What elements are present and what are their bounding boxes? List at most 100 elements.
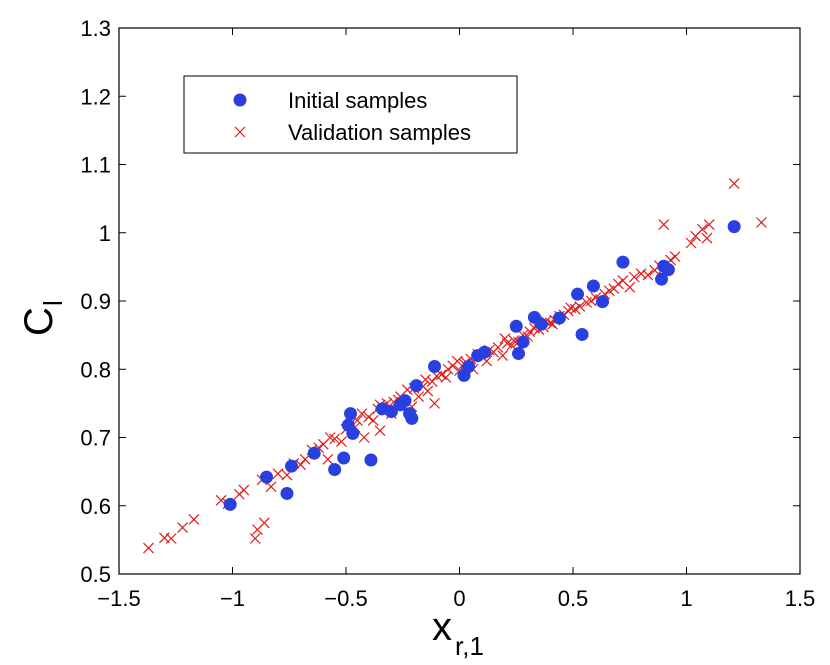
validation-sample-point — [429, 397, 440, 409]
initial-sample-point — [384, 405, 398, 419]
validation-sample-point — [685, 237, 697, 249]
initial-sample-point — [285, 459, 299, 473]
validation-sample-point — [363, 411, 375, 423]
legend-label-initial: Initial samples — [288, 88, 427, 113]
initial-sample-point — [616, 255, 630, 269]
initial-sample-point — [307, 446, 321, 460]
initial-sample-point — [586, 279, 600, 293]
initial-sample-point — [344, 407, 358, 421]
legend: Initial samples Validation samples — [183, 75, 518, 154]
validation-sample-point — [499, 333, 511, 344]
initial-sample-point — [661, 263, 675, 277]
y-tick-label: 1.1 — [80, 153, 111, 178]
legend-box — [183, 75, 518, 154]
validation-sample-point — [442, 363, 454, 375]
validation-sample-point — [413, 391, 425, 402]
legend-marker-validation — [234, 126, 246, 138]
validation-sample-point — [188, 513, 200, 525]
x-tick-label: −1.5 — [97, 586, 140, 611]
validation-sample-point — [336, 436, 347, 448]
initial-sample-point — [364, 453, 378, 467]
initial-sample-point — [260, 470, 274, 484]
validation-sample-point — [624, 281, 636, 293]
validation-sample-point — [356, 408, 368, 420]
x-tick-label: 0.5 — [558, 586, 589, 611]
validation-sample-point — [374, 425, 386, 437]
validation-sample-point — [635, 268, 647, 280]
initial-sample-point — [223, 497, 237, 511]
initial-sample-point — [571, 287, 585, 301]
y-tick-label: 0.7 — [80, 426, 111, 451]
validation-sample-point — [252, 524, 263, 536]
initial-sample-point — [462, 360, 476, 374]
y-tick-label: 0.5 — [80, 562, 111, 587]
validation-sample-point — [703, 219, 715, 230]
validation-sample-point — [249, 533, 261, 544]
initial-sample-point — [328, 463, 342, 477]
validation-sample-point — [497, 350, 509, 362]
initial-sample-point — [575, 327, 589, 341]
validation-sample-point — [272, 468, 284, 480]
validation-sample-point — [585, 295, 597, 307]
initial-sample-point — [280, 486, 294, 500]
validation-sample-point — [642, 269, 654, 281]
initial-sample-point — [534, 317, 548, 331]
y-tick-label: 0.8 — [80, 357, 111, 382]
x-axis-title: x — [432, 605, 452, 649]
initial-sample-point — [516, 335, 530, 349]
validation-sample-point — [669, 251, 681, 263]
validation-sample-point — [322, 453, 334, 465]
x-axis-title-subscript: r,1 — [455, 631, 484, 661]
validation-sample-point — [165, 533, 177, 544]
initial-sample-point — [337, 451, 351, 465]
initial-sample-point — [727, 220, 741, 234]
x-tick-label: 0 — [453, 586, 465, 611]
validation-sample-point — [238, 484, 250, 496]
initial-sample-point — [509, 319, 523, 333]
x-tick-label: 1.5 — [785, 586, 816, 611]
x-tick-label: −1 — [220, 586, 245, 611]
validation-sample-point — [574, 301, 586, 312]
initial-sample-point — [512, 347, 526, 361]
initial-sample-point — [552, 311, 566, 325]
validation-sample-point — [658, 219, 670, 230]
validation-sample-point — [696, 223, 708, 235]
initial-sample-point — [655, 272, 669, 286]
initial-sample-point — [346, 426, 360, 440]
validation-sample-point — [426, 376, 438, 387]
y-tick-label: 1.3 — [80, 16, 111, 41]
y-tick-label: 1 — [99, 221, 111, 246]
validation-sample-point — [358, 432, 370, 443]
y-tick-label: 0.6 — [80, 494, 111, 519]
y-axis-title: C — [17, 307, 61, 336]
initial-sample-point — [477, 345, 491, 359]
y-tick-label: 1.2 — [80, 84, 111, 109]
x-tick-label: 1 — [680, 586, 692, 611]
validation-sample-point — [628, 271, 640, 283]
validation-sample-point — [492, 341, 504, 353]
initial-sample-point — [405, 411, 419, 425]
validation-sample-point — [177, 522, 188, 534]
validation-sample-point — [701, 232, 713, 244]
initial-sample-point — [428, 360, 442, 374]
validation-sample-point — [728, 178, 740, 190]
validation-sample-point — [440, 372, 452, 383]
validation-sample-point — [143, 542, 154, 554]
validation-sample-point — [329, 433, 341, 445]
validation-sample-point — [755, 217, 767, 228]
initial-sample-point — [409, 379, 423, 393]
validation-sample-point — [422, 385, 434, 397]
validation-sample-point — [612, 278, 624, 290]
x-tick-label: −0.5 — [324, 586, 367, 611]
y-axis-title-subscript: l — [38, 300, 68, 306]
initial-sample-point — [398, 394, 412, 408]
validation-sample-point — [451, 355, 463, 367]
validation-sample-point — [524, 326, 536, 338]
legend-label-validation: Validation samples — [288, 120, 471, 145]
plot-frame — [118, 27, 801, 575]
validation-sample-point — [367, 415, 379, 426]
legend-marker-initial — [233, 93, 247, 107]
y-tick-label: 0.9 — [80, 289, 111, 314]
initial-sample-point — [596, 295, 610, 309]
